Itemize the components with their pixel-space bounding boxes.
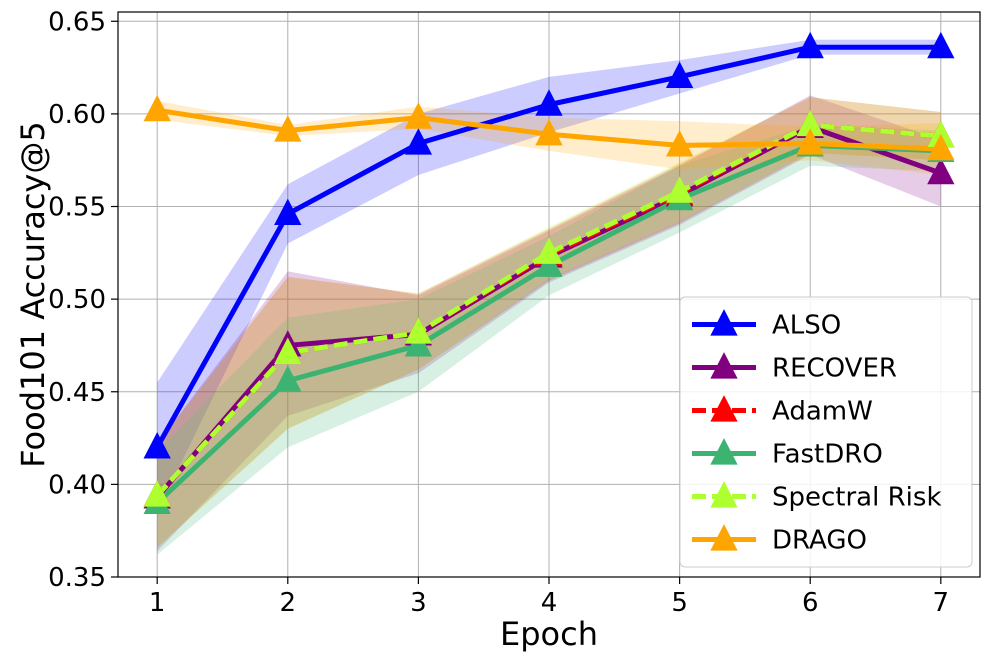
legend-marker-spectral-risk <box>710 481 738 508</box>
drago-point <box>404 102 433 129</box>
x-axis-label: Epoch <box>500 615 598 653</box>
y-tick-label: 0.45 <box>48 378 106 408</box>
x-tick-label: 7 <box>933 588 950 618</box>
spectral-risk-band <box>157 97 941 548</box>
spectral-risk-point <box>404 317 433 344</box>
spectral-risk-point <box>665 176 694 203</box>
x-tick-label: 5 <box>671 588 688 618</box>
legend: ALSO RECOVER AdamW FastDRO Spectral Risk DRAG… <box>679 296 973 568</box>
drago-point <box>796 128 824 155</box>
spectral-risk-point <box>535 237 563 264</box>
spectral-risk-point <box>274 337 302 364</box>
x-axis-ticks: 1 2 3 4 5 6 7 <box>149 577 949 618</box>
also-point <box>404 128 433 155</box>
recover-band <box>157 95 941 552</box>
legend-label-adamw: AdamW <box>772 397 873 427</box>
x-tick-label: 3 <box>410 588 427 618</box>
also-point <box>535 89 563 116</box>
also-point <box>665 61 694 88</box>
x-tick-label: 4 <box>541 588 558 618</box>
adamw-band <box>157 97 941 548</box>
legend-label-spectral-risk: Spectral Risk <box>772 483 942 513</box>
drago-point <box>535 118 563 146</box>
x-tick-label: 1 <box>149 588 166 618</box>
legend-marker-also <box>710 309 738 336</box>
drago-point <box>274 115 302 142</box>
legend-marker-adamw <box>710 395 738 422</box>
legend-marker-fastdro <box>710 438 738 465</box>
y-axis-label: Food101 Accuracy@5 <box>14 121 52 467</box>
fastdro-band <box>157 125 941 555</box>
legend-box <box>679 296 973 568</box>
recover-point <box>927 157 955 185</box>
y-tick-label: 0.60 <box>48 100 106 130</box>
drago-point <box>143 94 171 122</box>
spectral-risk-point <box>143 480 171 507</box>
series-markers <box>143 31 955 515</box>
y-tick-label: 0.55 <box>48 193 106 223</box>
legend-marker-recover <box>710 352 738 379</box>
y-tick-label: 0.50 <box>48 285 106 315</box>
also-point <box>796 31 824 59</box>
y-tick-label: 0.65 <box>48 7 106 37</box>
x-tick-label: 2 <box>280 588 297 618</box>
drago-point <box>665 130 694 157</box>
legend-marker-drago <box>710 524 738 551</box>
also-point <box>143 432 171 459</box>
legend-label-recover: RECOVER <box>772 354 897 384</box>
fastdro-point <box>274 365 302 392</box>
also-point <box>927 31 955 59</box>
legend-label-also: ALSO <box>772 311 841 341</box>
y-axis-ticks: 0.35 0.40 0.45 0.50 0.55 0.60 0.65 <box>48 7 118 593</box>
drago-point <box>927 133 955 161</box>
legend-label-fastdro: FastDRO <box>772 440 883 470</box>
also-band <box>157 39 941 513</box>
also-point <box>274 198 302 226</box>
confidence-bands <box>157 39 941 555</box>
y-tick-label: 0.40 <box>48 470 106 500</box>
legend-label-drago: DRAGO <box>772 526 867 556</box>
x-tick-label: 6 <box>802 588 819 618</box>
y-tick-label: 0.35 <box>48 563 106 593</box>
spectral-risk-point <box>796 109 824 137</box>
